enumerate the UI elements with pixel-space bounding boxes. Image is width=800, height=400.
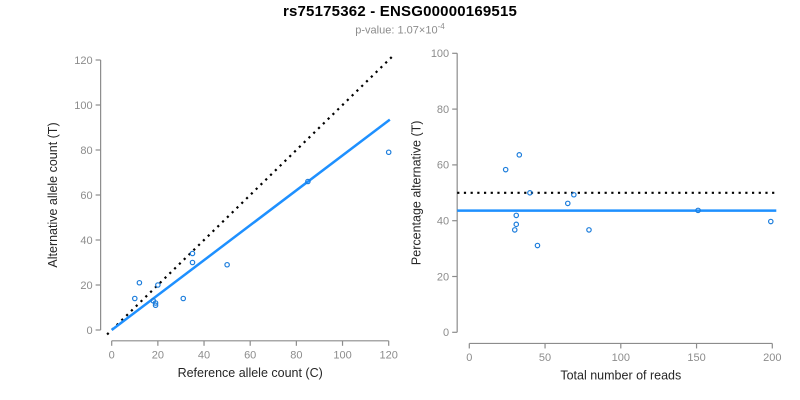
- x-tick-label: 150: [687, 352, 705, 364]
- data-point: [571, 191, 577, 198]
- data-point: [131, 295, 138, 302]
- data-point: [502, 166, 509, 173]
- y-tick-label: 0: [86, 325, 92, 337]
- allele-counts-plot: 0 20 40 60 80 100 120 0 20 40 60 80 100 120 Reference …: [46, 54, 398, 380]
- x-tick-label: 100: [612, 352, 630, 364]
- data-point: [527, 190, 533, 196]
- y-tick-label: 0: [443, 327, 449, 339]
- percentage-alternative-plot: 0 50 100 150 200 0 20 40 60 80 100 Total number of …: [410, 48, 782, 382]
- x-tick-label: 40: [198, 349, 210, 361]
- x-tick-label: 0: [109, 349, 115, 361]
- percentage-alternative-points: [502, 152, 774, 249]
- allele-counts-y-axis-title: Alternative allele count (T): [46, 122, 60, 267]
- data-point: [152, 302, 159, 309]
- y-tick-label: 60: [80, 190, 92, 202]
- x-tick-label: 60: [244, 349, 256, 361]
- data-point: [511, 227, 518, 233]
- y-tick-label: 40: [437, 216, 449, 228]
- x-tick-label: 20: [152, 349, 164, 361]
- y-tick-label: 80: [80, 145, 92, 157]
- x-tick-label: 0: [466, 352, 472, 364]
- data-point: [564, 200, 571, 207]
- data-point: [586, 227, 592, 233]
- x-tick-label: 120: [380, 349, 398, 361]
- percentage-alternative-axes: 0 50 100 150 200 0 20 40 60 80 100: [431, 48, 782, 364]
- percentage-alternative-y-axis-title: Percentage alternative (T): [410, 121, 424, 266]
- data-point: [767, 218, 774, 225]
- allele-counts-axes: 0 20 40 60 80 100 120 0 20 40 60 80 100 120: [74, 55, 398, 361]
- identity-line: [106, 54, 395, 336]
- data-point: [180, 295, 187, 302]
- data-point: [513, 221, 520, 228]
- y-tick-label: 20: [80, 280, 92, 292]
- data-point: [155, 282, 161, 288]
- y-tick-label: 120: [74, 55, 92, 67]
- y-tick-label: 80: [437, 104, 449, 116]
- data-point: [695, 207, 701, 214]
- data-point: [224, 261, 230, 268]
- x-tick-label: 100: [333, 349, 351, 361]
- allele-counts-points: [131, 149, 392, 309]
- y-tick-label: 40: [80, 235, 92, 247]
- allele-counts-x-axis-title: Reference allele count (C): [178, 366, 323, 380]
- data-point: [189, 250, 196, 257]
- y-tick-label: 60: [437, 160, 449, 172]
- x-tick-label: 80: [290, 349, 302, 361]
- x-tick-label: 200: [763, 352, 781, 364]
- regression-line: [110, 118, 391, 331]
- data-point: [513, 212, 520, 219]
- y-tick-label: 100: [74, 100, 92, 112]
- x-tick-label: 50: [539, 352, 551, 364]
- data-point: [305, 178, 311, 185]
- data-point: [189, 259, 196, 266]
- percentage-alternative-x-axis-title: Total number of reads: [560, 368, 681, 382]
- data-point: [385, 149, 392, 156]
- data-point: [534, 242, 541, 249]
- y-tick-label: 100: [431, 48, 449, 60]
- data-point: [152, 300, 159, 306]
- data-point: [136, 279, 143, 286]
- y-tick-label: 20: [437, 271, 449, 283]
- data-point: [516, 152, 523, 158]
